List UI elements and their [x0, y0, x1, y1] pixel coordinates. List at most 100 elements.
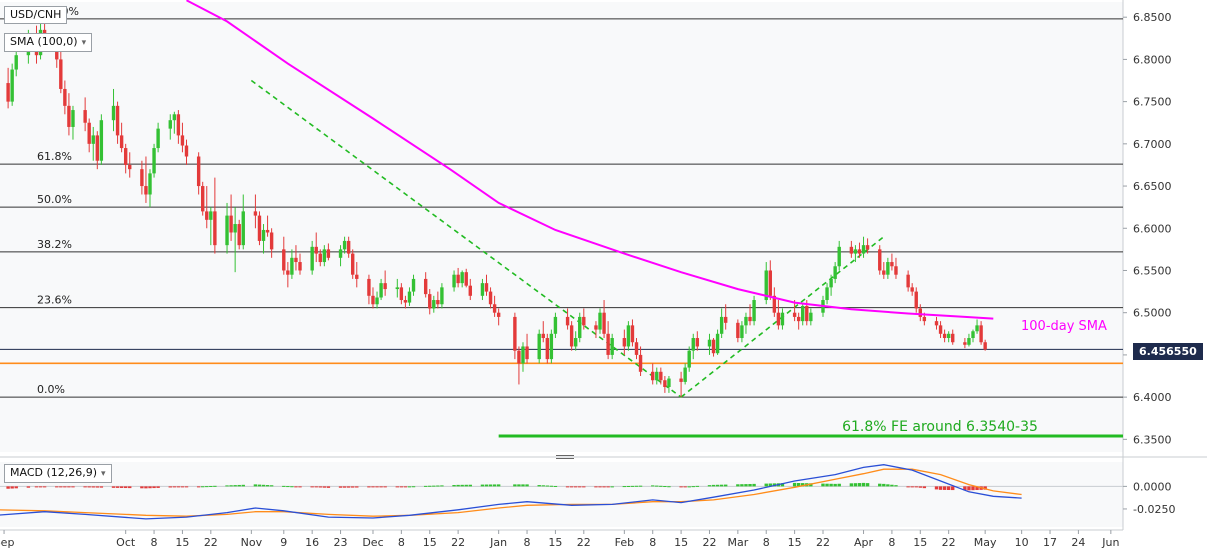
candle-body: [651, 371, 655, 381]
candle-body: [468, 285, 472, 296]
candle-body: [10, 69, 14, 102]
candle-body: [634, 342, 639, 355]
x-tick-label: 16: [305, 536, 319, 549]
macd-histogram-bar: [768, 483, 772, 487]
y-tick-label: 6.7000: [1133, 138, 1172, 151]
macd-histogram-bar: [809, 483, 813, 487]
macd-histogram-bar: [253, 484, 258, 487]
fibonacci-levels: 100.0%61.8%50.0%38.2%23.6%0.0%: [0, 5, 1123, 398]
candle-body: [241, 211, 245, 246]
candle-body: [638, 354, 643, 372]
candle-body: [914, 291, 918, 309]
panel-resize-handle[interactable]: [556, 454, 574, 460]
y-tick-label: 6.3500: [1133, 433, 1172, 446]
candle-body: [265, 229, 270, 233]
x-tick-label: 24: [1071, 536, 1085, 549]
horizontal-levels: [0, 348, 1123, 438]
macd-histogram-bar: [464, 484, 468, 487]
fib-level-label: 23.6%: [37, 294, 72, 307]
macd-histogram-bar: [209, 485, 213, 487]
macd-tag-label: MACD (12,26,9): [10, 466, 98, 479]
macd-histogram-bar: [399, 486, 404, 488]
candle-body: [975, 325, 979, 332]
candle-body: [837, 246, 841, 267]
x-tick-label: 15: [175, 536, 189, 549]
macd-histogram-bar: [569, 486, 574, 488]
chevron-down-icon[interactable]: ▾: [81, 38, 87, 48]
macd-histogram-bar: [428, 485, 432, 487]
macd-histogram-bar: [298, 486, 302, 488]
sma-label: 100-day SMA: [1021, 319, 1107, 334]
macd-histogram-bar: [213, 485, 217, 487]
candle-body: [111, 105, 116, 121]
candle-body: [971, 331, 975, 339]
candle-body: [768, 270, 772, 296]
macd-histogram-bar: [736, 484, 740, 487]
candle-body: [776, 312, 781, 326]
symbol-tag[interactable]: USD/CNH: [4, 6, 68, 24]
y-tick-label: 6.8000: [1133, 53, 1172, 66]
macd-histogram-bar: [549, 485, 554, 487]
macd-histogram-bar: [375, 486, 379, 488]
candle-body: [719, 316, 724, 334]
candle-body: [951, 333, 955, 343]
macd-histogram-bar: [715, 484, 720, 487]
candle-body: [115, 105, 120, 136]
candle-body: [318, 253, 322, 263]
macd-histogram-bar: [148, 486, 152, 489]
macd-histogram-bar: [59, 486, 63, 488]
macd-histogram-bar: [71, 486, 75, 488]
macd-histogram-bar: [748, 483, 752, 487]
candle-body: [310, 246, 314, 271]
candle-body: [399, 287, 404, 301]
macd-histogram-bar: [780, 483, 785, 487]
candle-body: [541, 333, 545, 339]
sma-tag[interactable]: SMA (100,0) ▾: [4, 33, 93, 52]
macd-histogram-bar: [865, 483, 870, 487]
macd-histogram-bar: [975, 486, 979, 491]
candle-body: [286, 270, 290, 275]
candle-body: [152, 148, 156, 174]
macd-histogram-bar: [233, 485, 237, 487]
candle-body: [934, 321, 939, 326]
macd-histogram-bar: [87, 486, 91, 488]
macd-histogram-bar: [667, 486, 671, 488]
macd-histogram-bar: [951, 486, 955, 491]
macd-tag[interactable]: MACD (12,26,9) ▾: [4, 464, 112, 483]
candle-body: [411, 278, 416, 292]
macd-histogram-bar: [687, 486, 691, 488]
macd-histogram-bar: [480, 484, 485, 487]
macd-histogram-bar: [837, 483, 841, 487]
macd-histogram-bar: [63, 486, 67, 488]
candlesticks: [6, 17, 987, 398]
x-tick-label: 22: [702, 536, 716, 549]
candle-body: [938, 325, 943, 334]
macd-histogram-bar: [156, 486, 160, 488]
candle-body: [707, 339, 712, 347]
macd-histogram-bar: [882, 483, 886, 487]
candle-body: [545, 338, 550, 360]
macd-histogram-bar: [26, 486, 31, 488]
macd-histogram-bar: [371, 486, 375, 488]
macd-histogram-bar: [695, 485, 700, 487]
macd-histogram-bar: [168, 486, 172, 488]
macd-histogram-bar: [541, 485, 545, 487]
macd-histogram-bar: [123, 486, 128, 489]
macd-histogram-bar: [237, 484, 241, 487]
chevron-down-icon[interactable]: ▾: [101, 469, 106, 479]
macd-histogram-bar: [290, 486, 294, 488]
macd-histogram-bar: [326, 486, 331, 488]
candle-body: [679, 378, 683, 382]
macd-histogram-bar: [180, 486, 185, 488]
macd-histogram-bar: [55, 486, 59, 488]
candle-body: [967, 338, 971, 345]
candle-body: [740, 325, 744, 339]
x-tick-label: 10: [1015, 536, 1029, 549]
sma-tag-label: SMA (100,0): [10, 35, 78, 48]
macd-histogram-bar: [257, 484, 262, 487]
candle-body: [6, 83, 10, 102]
candle-body: [553, 316, 558, 334]
x-tick-label: Jan: [489, 536, 507, 549]
grid-layer: [0, 0, 1207, 531]
